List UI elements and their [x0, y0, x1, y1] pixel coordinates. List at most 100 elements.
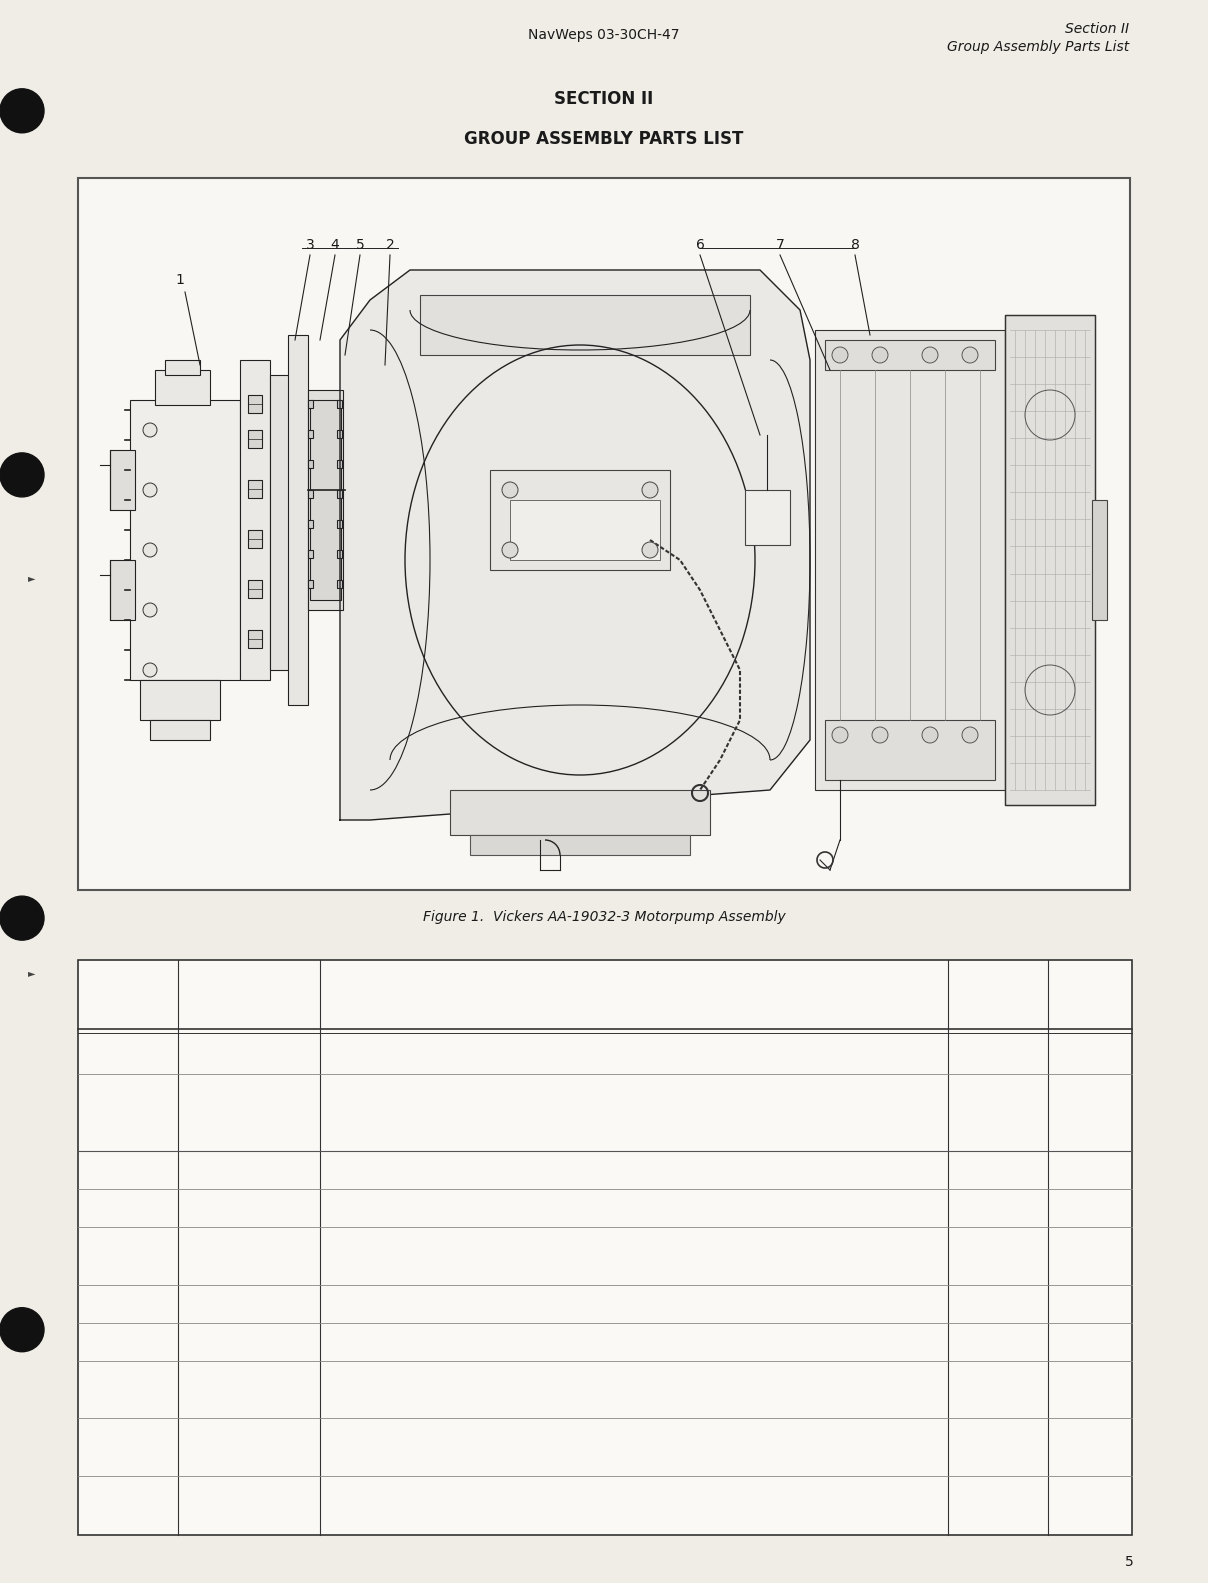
Text: PF36-3909-: PF36-3909- — [214, 1097, 285, 1110]
Text: 4: 4 — [994, 1201, 1001, 1214]
Text: PART: PART — [233, 977, 266, 989]
Circle shape — [143, 543, 157, 557]
Text: 184328: 184328 — [226, 1336, 273, 1349]
Text: -4: -4 — [122, 1249, 134, 1262]
Text: . SCREW (62983 SPEC DWG 3X-126439)..................: . SCREW (62983 SPEC DWG 3X-126439)......… — [335, 1164, 657, 1176]
Text: AA-19032-3: AA-19032-3 — [213, 1048, 286, 1062]
Text: 4: 4 — [994, 1164, 1001, 1176]
Bar — [308, 400, 313, 408]
Text: --------*--------: --------*-------- — [335, 1258, 413, 1271]
Text: E: E — [1086, 1107, 1093, 1119]
Text: . GASKET (62983 SPEC DWG 75437) .....................: . GASKET (62983 SPEC DWG 75437) ........… — [335, 1296, 649, 1311]
Text: -1: -1 — [122, 1107, 134, 1119]
Circle shape — [922, 347, 937, 363]
Text: -7: -7 — [122, 1441, 134, 1453]
Circle shape — [503, 481, 518, 499]
Text: Figure 1.  Vickers AA-19032-3 Motorpump Assembly: Figure 1. Vickers AA-19032-3 Motorpump A… — [423, 910, 785, 924]
Text: ►: ► — [28, 969, 35, 978]
Text: (See figure 2): (See figure 2) — [335, 1107, 445, 1119]
Text: 4: 4 — [994, 1249, 1001, 1262]
Text: ►: ► — [28, 573, 35, 583]
Bar — [155, 370, 210, 405]
Bar — [337, 400, 342, 408]
Bar — [337, 431, 342, 438]
Text: Group Assembly Parts List: Group Assembly Parts List — [947, 40, 1129, 54]
Circle shape — [641, 541, 658, 557]
Text: DESCRIPTION: DESCRIPTION — [590, 967, 679, 981]
Text: 1: 1 — [994, 1048, 1001, 1062]
Bar — [288, 336, 308, 704]
Bar — [248, 530, 262, 548]
Text: INDEX NO.: INDEX NO. — [93, 1000, 163, 1013]
Text: 1  2  3  4  5  6  7: 1 2 3 4 5 6 7 — [332, 989, 442, 1004]
Polygon shape — [339, 271, 811, 820]
Bar — [308, 579, 313, 587]
Text: . . PLATE, Name ......................................: . . PLATE, Name ........................… — [335, 1431, 590, 1444]
Bar — [165, 359, 201, 375]
Bar — [490, 470, 670, 570]
Bar — [337, 461, 342, 469]
Text: 5: 5 — [355, 237, 365, 252]
Text: CODE: CODE — [1070, 1000, 1109, 1013]
Text: 4: 4 — [331, 237, 339, 252]
Text: FIGURE: FIGURE — [104, 967, 152, 981]
Text: -2: -2 — [122, 1164, 134, 1176]
Text: 1: 1 — [994, 1384, 1001, 1396]
Text: 8: 8 — [850, 237, 859, 252]
Text: AN960-516: AN960-516 — [214, 1249, 284, 1262]
Text: 1: 1 — [994, 1336, 1001, 1349]
Text: AN4044-1: AN4044-1 — [219, 1296, 280, 1311]
Bar — [248, 630, 262, 647]
Circle shape — [0, 1308, 43, 1352]
Text: . . MOTOR, Electric (frame 6640-6 type GA) (MFD by: . . MOTOR, Electric (frame 6640-6 type G… — [335, 1374, 661, 1387]
Bar — [308, 549, 313, 557]
Circle shape — [143, 483, 157, 497]
Bar — [248, 579, 262, 598]
Bar — [271, 375, 290, 670]
Bar — [248, 431, 262, 448]
Bar — [130, 400, 240, 681]
Text: 15ZE-2: 15ZE-2 — [227, 1116, 272, 1129]
Bar — [337, 579, 342, 587]
Bar — [110, 560, 135, 621]
Text: Section II: Section II — [1065, 22, 1129, 36]
Circle shape — [962, 347, 978, 363]
Text: SECTION II: SECTION II — [554, 90, 654, 108]
Text: GROUP ASSEMBLY PARTS LIST: GROUP ASSEMBLY PARTS LIST — [464, 130, 744, 147]
Text: -8: -8 — [122, 1498, 134, 1510]
Text: 7: 7 — [776, 237, 784, 252]
Text: AND: AND — [114, 985, 143, 997]
Circle shape — [832, 347, 848, 363]
Text: 74687: 74687 — [230, 1441, 269, 1453]
Text: (ATTACHING PARTS): (ATTACHING PARTS) — [335, 1126, 458, 1138]
Text: AN5C11: AN5C11 — [225, 1164, 274, 1176]
Text: . WASHER (62983 SPEC DWG 3X-48488)...................: . WASHER (62983 SPEC DWG 3X-48488)......… — [335, 1239, 662, 1252]
Text: 5: 5 — [1125, 1555, 1134, 1569]
Text: 98759): 98759) — [335, 1507, 416, 1520]
Text: -3: -3 — [122, 1201, 134, 1214]
Circle shape — [503, 541, 518, 557]
Bar — [308, 389, 343, 609]
Bar — [470, 834, 690, 855]
Text: NUMBER: NUMBER — [221, 993, 278, 1005]
Bar — [240, 359, 271, 681]
Text: [  ]  [  ]: [ ] [ ] — [570, 530, 599, 540]
Text: 1: 1 — [994, 1107, 1001, 1119]
Bar — [308, 461, 313, 469]
Bar — [337, 519, 342, 529]
Bar — [337, 549, 342, 557]
Text: 3: 3 — [306, 237, 314, 252]
Bar — [310, 400, 341, 600]
Bar — [79, 959, 1132, 1536]
Text: 2: 2 — [994, 1498, 1001, 1510]
Circle shape — [872, 727, 888, 742]
Text: 1: 1 — [994, 1441, 1001, 1453]
Bar — [420, 294, 750, 355]
Text: (ATTACHING PART): (ATTACHING PART) — [335, 1450, 449, 1463]
Text: 6: 6 — [696, 237, 704, 252]
Text: ON: ON — [1080, 985, 1100, 997]
Circle shape — [143, 663, 157, 678]
Circle shape — [143, 603, 157, 617]
Bar — [337, 491, 342, 499]
Bar — [308, 519, 313, 529]
